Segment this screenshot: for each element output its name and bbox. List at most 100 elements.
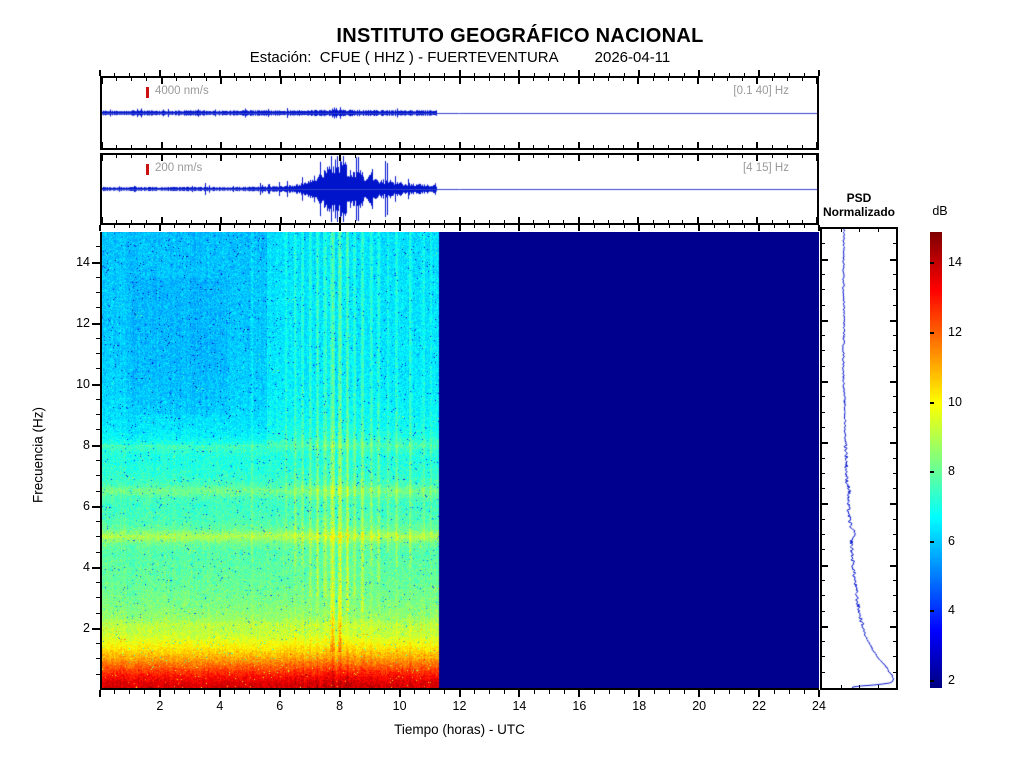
tick-mark (548, 690, 550, 694)
tick-mark (822, 335, 825, 337)
tick-mark (840, 229, 842, 232)
tick-mark (803, 225, 805, 228)
tick-mark (338, 70, 341, 76)
time-tick-label: 8 (336, 699, 344, 713)
tick-mark (295, 155, 297, 158)
psd-panel-ticks (822, 229, 896, 688)
tick-mark (398, 690, 401, 697)
tick-mark (563, 73, 565, 76)
tick-mark (369, 78, 371, 81)
tick-mark (338, 690, 341, 697)
tick-mark (877, 685, 879, 688)
tick-mark (324, 73, 326, 76)
tick-mark (96, 398, 100, 400)
tick-mark (384, 220, 386, 223)
tick-mark (324, 155, 326, 158)
tick-mark (294, 73, 296, 76)
tick-mark (667, 220, 669, 223)
tick-mark (548, 225, 550, 228)
tick-mark (822, 564, 828, 567)
tick-mark (727, 155, 729, 158)
tick-mark (429, 220, 431, 223)
tick-mark (310, 220, 312, 223)
tick-mark (278, 70, 281, 76)
tick-mark (607, 78, 609, 81)
tick-mark (324, 145, 326, 148)
x-axis-label: Tiempo (horas) - UTC (394, 722, 525, 737)
tick-mark (234, 690, 236, 694)
tick-mark (638, 225, 641, 231)
filtered-inner-ticks-top (101, 155, 818, 162)
tick-mark (473, 225, 475, 228)
tick-mark (414, 145, 416, 148)
tick-mark (444, 78, 446, 81)
filtered-trace-canvas (102, 155, 817, 223)
tick-mark (264, 690, 266, 694)
tick-mark (458, 225, 461, 231)
tick-mark (101, 217, 103, 223)
tick-mark (294, 690, 296, 694)
colorbar-tick-label: 12 (948, 324, 962, 339)
tick-mark (696, 142, 699, 148)
tick-mark (264, 73, 266, 76)
tick-mark (384, 155, 386, 158)
tick-mark (773, 73, 775, 76)
tick-mark (116, 145, 118, 148)
tick-mark (578, 70, 581, 76)
time-tick-label: 10 (392, 699, 407, 713)
tick-mark (822, 518, 825, 520)
tick-mark (786, 220, 788, 223)
spectrogram-canvas (102, 232, 819, 688)
tick-mark (742, 155, 744, 158)
tick-mark (369, 145, 371, 148)
tick-mark (682, 145, 684, 148)
station-label: Estación: CFUE ( HHZ ) - FUERTEVENTURA (249, 49, 559, 66)
tick-mark (563, 220, 565, 223)
tick-mark (608, 225, 610, 228)
colorbar-tick-mark (930, 610, 934, 613)
tick-mark (189, 73, 191, 76)
tick-mark (131, 220, 133, 223)
tick-mark (696, 155, 699, 161)
tick-mark (354, 220, 356, 223)
tick-mark (637, 217, 640, 223)
time-tick-label: 20 (692, 699, 707, 713)
colorbar-ticks (930, 232, 942, 688)
tick-mark (893, 671, 896, 673)
tick-mark (218, 690, 221, 697)
tick-mark (822, 258, 828, 261)
tick-mark (116, 78, 118, 81)
spectrogram-top-ticks (99, 225, 820, 232)
tick-mark (893, 335, 896, 337)
tick-mark (96, 673, 100, 675)
tick-mark (893, 426, 896, 428)
tick-mark (218, 70, 221, 76)
tick-mark (458, 217, 461, 223)
tick-mark (473, 690, 475, 694)
tick-mark (279, 155, 282, 161)
tick-mark (458, 70, 461, 76)
tick-mark (840, 685, 842, 688)
tick-mark (622, 155, 624, 158)
tick-mark (822, 503, 828, 506)
time-tick-label: 4 (216, 699, 224, 713)
tick-mark (622, 78, 624, 81)
tick-mark (548, 155, 550, 158)
tick-mark (235, 220, 237, 223)
tick-mark (235, 155, 237, 158)
tick-mark (144, 73, 146, 76)
tick-mark (758, 225, 761, 231)
scale-label-broadband: 4000 nm/s (155, 85, 209, 97)
tick-mark (696, 217, 699, 223)
tick-mark (653, 225, 655, 228)
tick-mark (822, 488, 825, 490)
tick-mark (146, 78, 148, 81)
tick-mark (822, 426, 825, 428)
tick-mark (92, 444, 100, 447)
tick-mark (743, 690, 745, 694)
tick-mark (822, 304, 825, 306)
tick-mark (637, 78, 640, 84)
tick-mark (742, 220, 744, 223)
tick-mark (249, 225, 251, 228)
broadband-inner-ticks-top (101, 78, 818, 85)
